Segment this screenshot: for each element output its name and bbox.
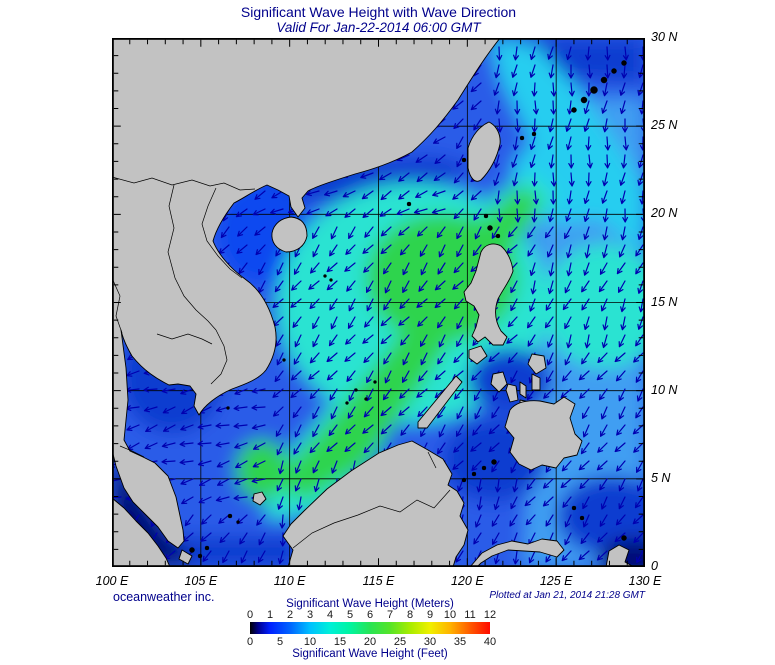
legend-tick: 10 [303, 636, 317, 648]
plotted-timestamp: Plotted at Jan 21, 2014 21:28 GMT [489, 590, 645, 601]
land-leyte [531, 373, 541, 391]
land-cebu [519, 381, 527, 399]
land-negros [505, 383, 519, 403]
legend-feet-ticks: 0 5 10 15 20 25 30 35 40 [246, 636, 496, 648]
lon-label: 100 E [95, 574, 129, 588]
legend-tick: 9 [426, 609, 434, 621]
lat-label: 15 N [651, 294, 678, 309]
legend-tick: 1 [266, 609, 274, 621]
land-natuna [252, 491, 267, 506]
lat-label: 5 N [651, 470, 671, 485]
degree-tick-marks [113, 39, 644, 566]
land-hainan [271, 216, 308, 253]
oceanweather-credit: oceanweather inc. [113, 590, 215, 604]
legend-tick: 11 [464, 609, 476, 621]
legend-tick: 4 [326, 609, 334, 621]
country-borders [111, 176, 451, 549]
land-sulawesi [469, 538, 565, 568]
legend-tick: 3 [306, 609, 314, 621]
wave-map-svg [111, 37, 646, 568]
land-panay [490, 371, 508, 393]
land-mindanao [504, 396, 583, 471]
lat-label: 25 N [651, 118, 678, 133]
legend-feet-title: Significant Wave Height (Feet) [292, 648, 448, 660]
lon-label: 110 E [273, 574, 306, 588]
land-luzon [463, 243, 514, 346]
legend-tick: 25 [393, 636, 407, 648]
legend-tick: 2 [286, 609, 294, 621]
land-mindoro [468, 345, 488, 365]
legend-tick: 8 [406, 609, 414, 621]
valid-time-subtitle: Valid For Jan-22-2014 06:00 GMT [276, 20, 481, 35]
lon-label: 125 E [539, 574, 573, 588]
wave-height-colorbar [250, 622, 490, 634]
legend-tick: 12 [483, 609, 497, 621]
land-asia-mainland [111, 37, 501, 549]
legend-meters-ticks: 0 1 2 3 4 5 6 7 8 9 10 11 12 [246, 609, 496, 621]
land-samar [527, 353, 547, 375]
lat-label: 0 [651, 559, 658, 573]
legend-meters-title: Significant Wave Height (Meters) [286, 598, 454, 610]
lon-label: 115 E [362, 574, 395, 588]
lat-label: 20 N [651, 206, 678, 221]
map-frame [111, 37, 646, 568]
lat-label: 10 N [651, 382, 678, 397]
land-palawan [417, 375, 463, 429]
land-taiwan [467, 121, 501, 182]
legend-tick: 0 [246, 609, 254, 621]
legend-tick: 35 [453, 636, 467, 648]
page-title: Significant Wave Height with Wave Direct… [240, 4, 517, 20]
legend-tick: 5 [276, 636, 284, 648]
legend-tick: 40 [483, 636, 497, 648]
legend-tick: 6 [366, 609, 374, 621]
legend-tick: 30 [423, 636, 437, 648]
lon-label: 120 E [450, 574, 484, 588]
map-canvas [111, 37, 646, 568]
lon-label: 105 E [184, 574, 218, 588]
land-bangka [178, 549, 193, 565]
islet-dots [189, 60, 627, 559]
legend-tick: 10 [443, 609, 457, 621]
lat-label: 30 N [651, 30, 678, 44]
lon-label: 130 E [628, 574, 662, 588]
legend-tick: 15 [333, 636, 347, 648]
legend-tick: 7 [386, 609, 394, 621]
land-masses [111, 37, 635, 568]
land-borneo [282, 440, 469, 568]
legend-tick: 5 [346, 609, 354, 621]
legend-tick: 20 [363, 636, 377, 648]
legend-tick: 0 [246, 636, 254, 648]
